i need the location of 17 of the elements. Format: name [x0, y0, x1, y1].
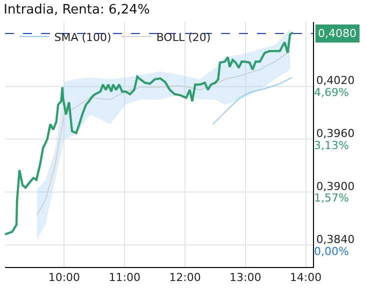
y-tick-label: 0,4020 — [316, 74, 355, 88]
y2-tick-label: 3,13% — [314, 138, 349, 152]
x-tick-label: 12:00 — [169, 271, 201, 284]
y2-tick-label: 1,57% — [314, 192, 349, 205]
x-tick-label: 10:00 — [48, 271, 80, 284]
chart-title: Intradia, Renta: 6,24% — [4, 2, 150, 18]
y-tick-label: 0,3960 — [316, 127, 355, 140]
ref-line-label: 0,4080 — [318, 27, 356, 40]
x-tick-label: 11:00 — [108, 271, 140, 284]
legend-label: SMA (100) — [54, 30, 112, 44]
x-tick-label: 14:00 — [290, 271, 322, 284]
y-tick-label: 0,3840 — [316, 232, 355, 246]
legend-label: BOLL (20) — [156, 30, 211, 44]
x-tick-label: 13:00 — [230, 271, 262, 284]
y2-tick-label: 0,00% — [314, 244, 349, 258]
y-tick-label: 0,3900 — [316, 180, 355, 193]
y2-tick-label: 4,69% — [314, 86, 349, 100]
